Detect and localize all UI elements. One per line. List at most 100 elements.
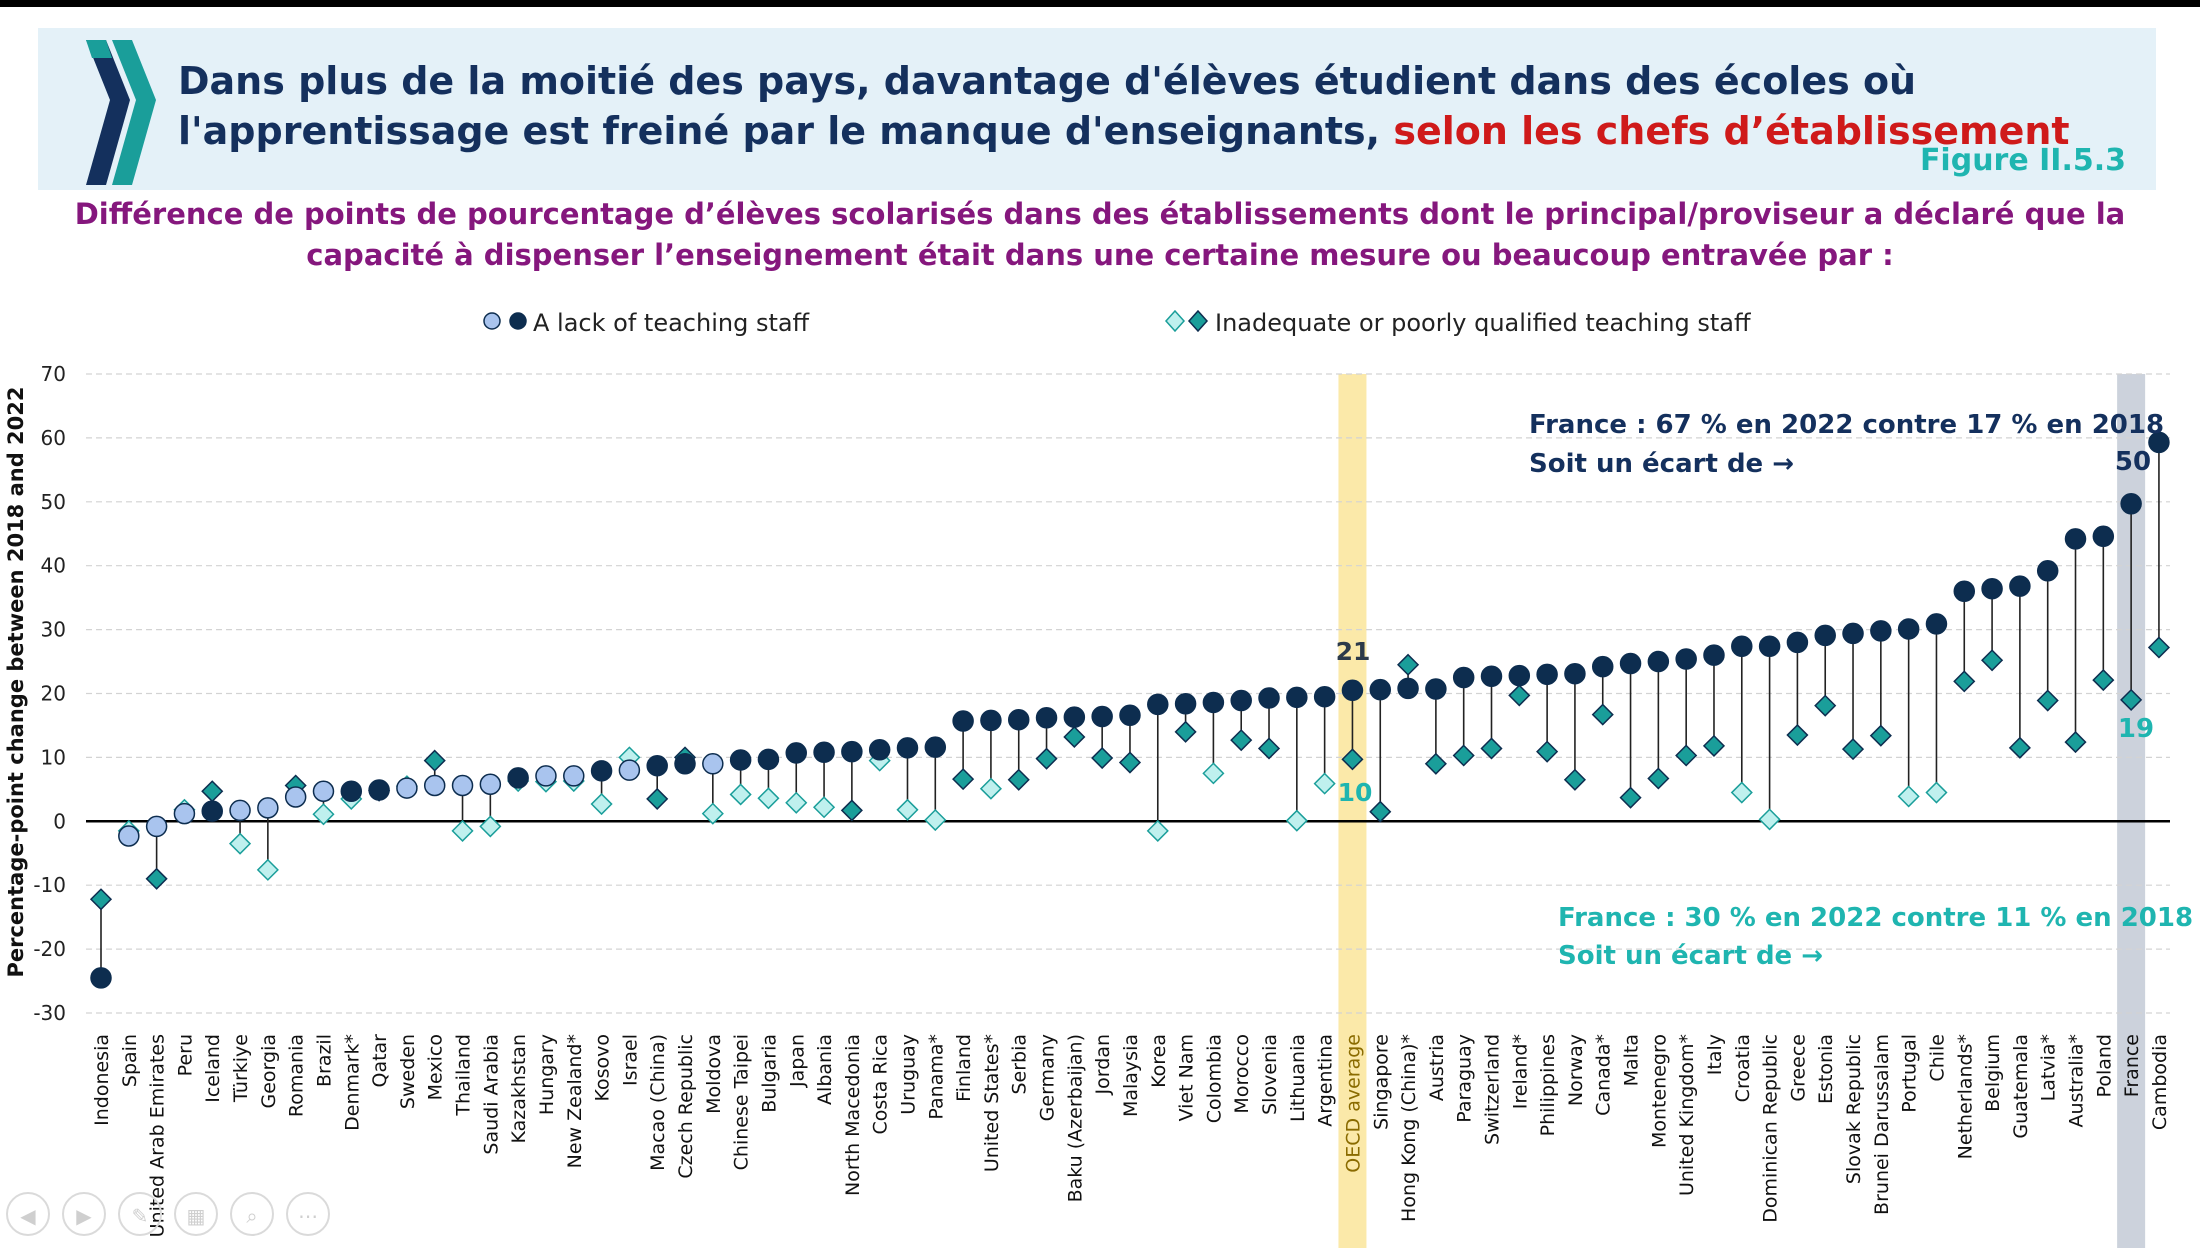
lack-staff-marker-kosovo: [590, 760, 613, 782]
x-tick-label: Macao (China): [647, 1034, 669, 1171]
france-inadequate-value-label: 19: [2118, 714, 2154, 744]
pen-tool-button[interactable]: ✎: [118, 1192, 162, 1236]
x-tick-label: Peru: [174, 1034, 196, 1076]
lack-staff-marker-portugal: [1897, 618, 1920, 640]
inadequate-staff-marker-jordan: [1091, 746, 1114, 770]
y-tick-label: 0: [53, 809, 66, 833]
x-tick-label: Portugal: [1899, 1034, 1921, 1113]
x-tick-label: Austria: [1426, 1034, 1448, 1101]
oecd-average-highlight-band: [1338, 374, 1367, 1248]
lack-staff-marker-hong-kong-china: [1397, 677, 1419, 700]
inadequate-staff-marker-finland: [952, 768, 975, 791]
lack-staff-marker-netherlands: [1953, 580, 1976, 603]
lack-staff-marker-latvia: [2036, 560, 2059, 582]
lack-staff-marker-poland: [2092, 525, 2115, 548]
x-tick-label: Paraguay: [1454, 1034, 1476, 1123]
inadequate-staff-marker-albania: [812, 796, 836, 819]
inadequate-staff-marker-slovak-republic: [1841, 738, 1865, 761]
lack-staff-marker-georgia: [257, 797, 279, 819]
lack-staff-marker-qatar: [368, 779, 390, 801]
lack-staff-marker-norway: [1564, 662, 1586, 685]
next-slide-button[interactable]: ▶: [62, 1192, 106, 1236]
lack-staff-marker-moldova: [702, 753, 724, 775]
inadequate-staff-marker-viet-nam: [1174, 720, 1197, 743]
inadequate-staff-marker-philippines: [1536, 740, 1559, 763]
x-tick-label: Norway: [1565, 1034, 1587, 1106]
lack-staff-marker-cambodia: [2148, 431, 2170, 454]
x-tick-label: Guatemala: [2010, 1034, 2032, 1139]
inadequate-staff-marker-panama: [924, 808, 947, 832]
chart-legend: A lack of teaching staff Inadequate or p…: [483, 309, 1751, 337]
lack-staff-marker-chinese-taipei: [729, 749, 752, 771]
x-tick-label: Greece: [1787, 1034, 1809, 1102]
inadequate-staff-marker-malaysia: [1118, 751, 1142, 774]
inadequate-staff-marker-north-macedonia: [840, 799, 863, 822]
slide-grid-button[interactable]: ▦: [174, 1192, 218, 1236]
x-tick-label: Saudi Arabia: [480, 1034, 502, 1155]
x-tick-label: Dominican Republic: [1760, 1034, 1782, 1223]
inadequate-staff-marker-netherlands: [1953, 670, 1976, 693]
france-lack-note-line2: Soit un écart de →: [1529, 449, 1794, 479]
lack-staff-marker-ireland: [1508, 664, 1531, 687]
lack-staff-marker-colombia: [1202, 691, 1225, 714]
inadequate-staff-marker-georgia: [256, 858, 279, 881]
x-tick-label: Ireland*: [1509, 1034, 1531, 1109]
lack-staff-marker-japan: [785, 742, 807, 764]
inadequate-staff-marker-baku-azerbaijan: [1063, 725, 1086, 749]
inadequate-staff-marker-chile: [1925, 781, 1948, 804]
inadequate-staff-marker-oecd-average: [1341, 748, 1364, 771]
inadequate-staff-marker-belgium: [1981, 649, 2004, 672]
y-axis-label: Percentage-point change between 2018 and…: [4, 386, 28, 977]
inadequate-staff-marker-portugal: [1897, 785, 1920, 808]
title-main: Dans plus de la moitié des pays, davanta…: [178, 59, 1917, 153]
lack-staff-marker-lithuania: [1286, 686, 1308, 709]
inadequate-staff-marker-paraguay: [1452, 744, 1475, 767]
inadequate-staff-marker-morocco: [1230, 729, 1253, 752]
x-tick-label: Jordan: [1092, 1034, 1114, 1095]
inadequate-staff-marker-switzerland: [1480, 737, 1503, 760]
inadequate-staff-marker-brunei-darussalam: [1869, 724, 1892, 747]
inadequate-staff-marker-united-states: [979, 777, 1002, 800]
x-tick-label: Estonia: [1815, 1034, 1837, 1104]
lack-staff-marker-paraguay: [1452, 666, 1475, 689]
lack-staff-marker-korea: [1147, 693, 1169, 716]
y-tick-label: 60: [41, 426, 66, 450]
lack-staff-marker-brazil: [312, 780, 335, 803]
x-tick-label: Australia*: [2066, 1034, 2088, 1128]
oecd-chevron-logo: [86, 40, 156, 185]
x-tick-label: Japan: [786, 1034, 808, 1088]
inadequate-staff-marker-poland: [2092, 669, 2115, 692]
more-options-button[interactable]: ⋯: [286, 1192, 330, 1236]
inadequate-staff-marker-norway: [1563, 768, 1586, 791]
lack-staff-marker-australia: [2064, 528, 2087, 550]
lack-staff-marker-mexico: [423, 774, 446, 797]
inadequate-staff-marker-saudi-arabia: [479, 815, 502, 838]
x-tick-label: Slovenia: [1259, 1034, 1281, 1115]
x-tick-label: Baku (Azerbaijan): [1064, 1034, 1086, 1202]
x-tick-label: United Kingdom*: [1676, 1034, 1698, 1196]
x-tick-label: Bulgaria: [758, 1034, 780, 1113]
inadequate-staff-marker-iceland: [201, 780, 224, 803]
top-border: [0, 0, 2200, 7]
figure-label: Figure II.5.3: [1919, 143, 2126, 178]
x-tick-label: United Arab Emirates: [147, 1034, 169, 1237]
x-tick-label: Indonesia: [91, 1034, 113, 1126]
x-tick-label: Mexico: [425, 1034, 447, 1100]
lack-staff-marker-jordan: [1091, 705, 1113, 728]
x-tick-label: Chile: [1926, 1034, 1948, 1082]
x-tick-label: Serbia: [1009, 1034, 1031, 1095]
inadequate-staff-marker-dominican-republic: [1758, 808, 1781, 831]
lack-staff-marker-belgium: [1981, 577, 2003, 600]
lack-staff-marker-estonia: [1814, 624, 1836, 647]
x-tick-label: Lithuania: [1287, 1034, 1309, 1122]
zoom-button[interactable]: ⌕: [230, 1192, 274, 1236]
legend-inadequate-dark-marker: [1187, 309, 1209, 333]
lack-staff-marker-slovenia: [1258, 687, 1280, 709]
lack-staff-marker-iceland: [201, 800, 223, 822]
france-inadequate-note-line1: France : 30 % en 2022 contre 11 % en 201…: [1558, 903, 2193, 933]
x-tick-label: Argentina: [1315, 1034, 1337, 1127]
legend-lack-label: A lack of teaching staff: [533, 309, 810, 337]
previous-slide-button[interactable]: ◀: [6, 1192, 50, 1236]
inadequate-staff-marker-latvia: [2036, 689, 2059, 712]
y-tick-label: 30: [41, 618, 66, 642]
